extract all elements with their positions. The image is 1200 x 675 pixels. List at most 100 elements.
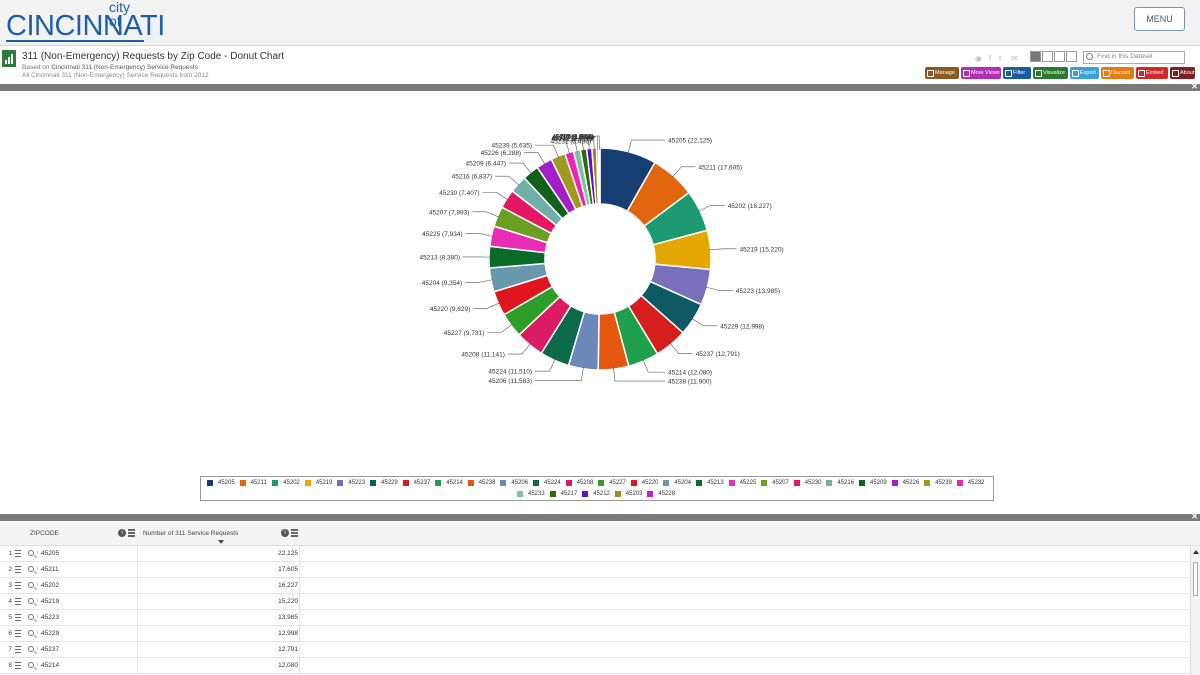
legend-label: 45205 [218, 480, 235, 486]
table-row[interactable]: 4 › 45219 15,220 [0, 594, 1190, 610]
scroll-up-icon[interactable] [1193, 550, 1199, 554]
table-row[interactable]: 6 › 45229 12,998 [0, 626, 1190, 642]
cell-zipcode: 45211 [41, 566, 59, 573]
column-header-count[interactable]: Number of 311 Service Requests [143, 530, 239, 537]
column-divider [137, 594, 138, 610]
row-arrow-icon[interactable]: › [36, 646, 38, 652]
row-menu-icon[interactable] [15, 566, 21, 573]
close-grid-icon[interactable]: ✕ [1191, 512, 1198, 521]
export-button[interactable]: Export [1070, 67, 1099, 79]
legend-label: 45227 [609, 480, 626, 486]
column-menu-icon[interactable] [291, 529, 298, 537]
email-icon[interactable]: ✉ [1011, 54, 1018, 63]
dataset-search-input[interactable]: Find in this Dataset [1083, 51, 1185, 64]
row-arrow-icon[interactable]: › [36, 550, 38, 556]
dataset-description: All Cincinnati 311 (Non-Emergency) Servi… [22, 72, 209, 79]
embed-button[interactable]: Embed [1136, 67, 1168, 79]
legend-label: 45207 [772, 480, 789, 486]
manage-button[interactable]: Manage [925, 67, 959, 79]
row-menu-icon[interactable] [15, 646, 21, 653]
row-detail-icon[interactable] [28, 598, 34, 604]
rss-icon[interactable]: ◉ [975, 54, 982, 63]
leader-line [509, 162, 533, 175]
legend-label: 45230 [804, 480, 822, 486]
visualize-button[interactable]: Visualize [1033, 67, 1068, 79]
row-detail-icon[interactable] [28, 646, 34, 652]
column-divider [137, 562, 138, 578]
legend-swatch [761, 480, 768, 486]
column-divider [299, 594, 300, 610]
cell-zipcode: 45205 [41, 550, 60, 557]
grid-scrollbar[interactable] [1190, 546, 1200, 675]
leader-line [535, 144, 560, 159]
cell-zipcode: 45229 [41, 630, 60, 637]
row-detail-icon[interactable] [28, 550, 34, 556]
row-arrow-icon[interactable]: › [36, 614, 38, 620]
slice-label: 45227 (9,731) [444, 330, 484, 337]
leader-line [705, 286, 733, 291]
row-detail-icon[interactable] [28, 614, 34, 620]
table-row[interactable]: 3 › 45202 16,227 [0, 578, 1190, 594]
leader-line [669, 342, 693, 354]
row-number: 1 [8, 550, 12, 557]
legend-swatch [859, 480, 865, 486]
legend-label: 45202 [283, 480, 300, 486]
column-divider [137, 610, 138, 626]
close-chart-icon[interactable]: ✕ [1191, 82, 1198, 91]
split-view-icon[interactable] [1054, 51, 1065, 62]
row-menu-icon[interactable] [15, 598, 21, 605]
row-detail-icon[interactable] [28, 566, 34, 572]
about-button[interactable]: About [1170, 67, 1195, 79]
table-row[interactable]: 8 › 45214 12,080 [0, 658, 1190, 674]
legend-swatch [402, 480, 409, 486]
legend-label: 45213 [707, 480, 724, 486]
row-menu-icon[interactable] [15, 630, 21, 637]
row-arrow-icon[interactable]: › [36, 598, 38, 604]
more-views-button[interactable]: More Views [961, 67, 1001, 79]
menu-button[interactable]: MENU [1134, 7, 1185, 31]
table-row[interactable]: 2 › 45211 17,605 [0, 562, 1190, 578]
legend-swatch [630, 480, 637, 486]
column-info-icon[interactable]: i [281, 529, 289, 537]
slice-label: 45207 (7,893) [429, 209, 469, 216]
column-header-zipcode[interactable]: ZIPCODE [30, 530, 59, 537]
table-row[interactable]: 7 › 45237 12,791 [0, 642, 1190, 658]
row-menu-icon[interactable] [15, 550, 21, 557]
twitter-icon[interactable]: t [999, 54, 1002, 63]
based-on-link[interactable]: Cincinnati 311 (Non-Emergency) Service R… [51, 64, 198, 71]
leader-line [482, 192, 509, 201]
cell-zipcode: 45214 [41, 662, 60, 669]
legend-label: 45229 [381, 480, 398, 486]
facebook-icon[interactable]: f [989, 54, 992, 63]
sort-descending-icon[interactable] [218, 540, 224, 544]
chart-view-icon[interactable] [1030, 51, 1041, 62]
filter-button[interactable]: Filter [1003, 67, 1031, 79]
table-row[interactable]: 5 › 45223 13,985 [0, 610, 1190, 626]
row-arrow-icon[interactable]: › [36, 582, 38, 588]
row-arrow-icon[interactable]: › [36, 630, 38, 636]
table-row[interactable]: 1 › 45205 22,125 [0, 546, 1190, 562]
leader-line [487, 323, 513, 333]
cell-zipcode: 45202 [41, 582, 60, 589]
column-menu-icon[interactable] [128, 529, 135, 537]
leader-line [627, 139, 665, 154]
discuss-button[interactable]: Discuss [1101, 67, 1134, 79]
legend-label: 45217 [560, 491, 578, 497]
table-view-icon[interactable] [1042, 51, 1053, 62]
scrollbar-thumb[interactable] [1193, 562, 1198, 596]
row-menu-icon[interactable] [15, 582, 21, 589]
row-menu-icon[interactable] [15, 662, 21, 669]
leader-line [465, 279, 494, 283]
donut-slice-other[interactable] [597, 147, 601, 205]
row-detail-icon[interactable] [28, 630, 34, 636]
slice-label: 45219 (15,220) [740, 246, 784, 253]
column-info-icon[interactable]: i [118, 529, 126, 537]
row-menu-icon[interactable] [15, 614, 21, 621]
legend-swatch [647, 491, 654, 497]
row-detail-icon[interactable] [28, 582, 34, 588]
row-detail-icon[interactable] [28, 662, 34, 668]
leader-line [495, 175, 520, 186]
row-arrow-icon[interactable]: › [36, 566, 38, 572]
page-view-icon[interactable] [1066, 51, 1077, 62]
row-arrow-icon[interactable]: › [36, 662, 38, 668]
